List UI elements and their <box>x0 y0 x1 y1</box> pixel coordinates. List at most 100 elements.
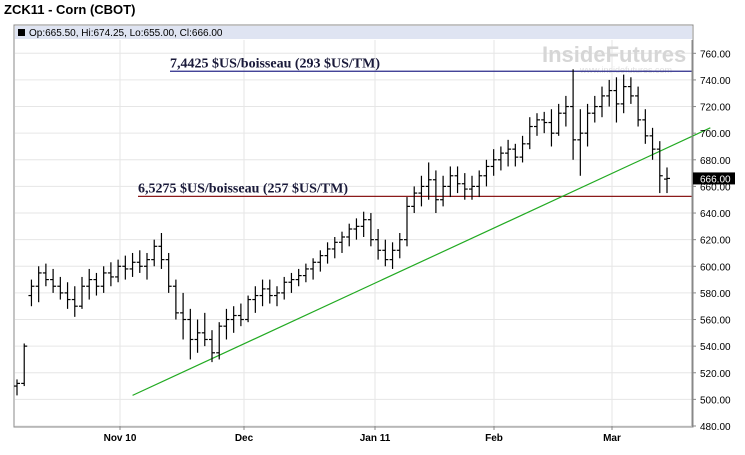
ohlc-bar <box>93 272 100 296</box>
ohlc-bar <box>389 242 396 269</box>
ohlc-bar <box>57 276 64 300</box>
ohlc-bar <box>259 279 266 307</box>
ohlc-bar <box>411 186 418 214</box>
ohlc-bar <box>353 218 360 240</box>
y-tick-label: 580.00 <box>700 289 731 300</box>
ohlc-bar <box>606 79 613 107</box>
ohlc-bar <box>79 276 85 309</box>
x-tick-label: Feb <box>485 433 503 444</box>
ohlc-bar <box>541 111 548 134</box>
ohlc-bar <box>194 319 201 353</box>
plot-frame <box>13 24 694 428</box>
ohlc-bar <box>599 86 605 118</box>
y-tick-label: 560.00 <box>700 316 731 327</box>
ohlc-bar <box>469 175 475 200</box>
y-tick-label: 520.00 <box>700 369 731 380</box>
ohlc-bar <box>339 231 345 253</box>
x-tick-label: Mar <box>603 433 621 444</box>
ohlc-bar <box>447 166 454 198</box>
ohlc-bar <box>21 343 28 387</box>
ohlc-bar <box>310 258 317 280</box>
ohlc-bar <box>129 252 136 277</box>
y-tick-label: 480.00 <box>700 422 731 433</box>
y-tick-label: 640.00 <box>700 209 731 220</box>
ohlc-bar <box>64 282 71 309</box>
level-label: 6,5275 $US/boisseau (257 $US/TM) <box>138 181 348 196</box>
level-label: 7,4425 $US/boisseau (293 $US/TM) <box>170 56 380 71</box>
ohlc-bar <box>440 175 447 207</box>
ohlc-bar <box>360 211 367 237</box>
ohlc-bar <box>180 292 187 340</box>
y-tick-label: 680.00 <box>700 156 731 167</box>
ohlc-bar <box>237 303 244 327</box>
ohlc-bar <box>613 77 620 123</box>
grid <box>15 40 692 427</box>
ohlc-bar <box>295 268 302 287</box>
ohlc-bar <box>252 286 259 313</box>
ohlc-bar <box>115 259 122 283</box>
ohlc-bar <box>281 276 288 300</box>
ohlc-bar <box>382 239 389 267</box>
ohlc-bar <box>591 95 598 123</box>
ohlc-bar <box>432 170 439 214</box>
ohlc-bar <box>490 149 497 176</box>
ohlc-bar <box>555 103 562 136</box>
trendline-support <box>132 127 711 396</box>
ohlc-bar <box>505 139 512 167</box>
ohlc-bar <box>577 109 584 176</box>
ohlc-bar <box>158 233 165 269</box>
watermark-url: www.insidefutures.com <box>579 65 672 75</box>
ohlc-bar <box>620 74 627 114</box>
ohlc-bar <box>375 229 382 260</box>
ohlc-bar <box>144 252 150 280</box>
ohlc-bar <box>425 162 432 200</box>
ohlc-bar <box>50 268 57 293</box>
ohlc-bar <box>245 295 252 323</box>
x-tick-label: Dec <box>235 433 254 444</box>
ohlc-bar <box>42 263 49 287</box>
ohlc-bar <box>635 86 642 127</box>
ohlc-bar <box>288 272 295 293</box>
y-tick-label: 600.00 <box>700 262 731 273</box>
ohlc-bar <box>367 213 374 247</box>
watermark-logo: InsideFutures <box>542 42 686 67</box>
y-axis: 480.00 500.00 520.00 540.00 560.00 580.00 600.… <box>691 40 731 433</box>
ohlc-bar <box>454 166 461 194</box>
ohlc-bar <box>562 95 569 127</box>
y-tick-label: 760.00 <box>700 49 731 60</box>
chart-title: ZCK11 - Corn (CBOT) <box>4 2 136 17</box>
ohlc-bar <box>230 306 237 333</box>
last-price-label: 666.00 <box>700 174 731 185</box>
ohlc-bar <box>404 197 410 247</box>
y-tick-label: 660.00 <box>700 182 731 193</box>
x-tick-label: Jan 11 <box>360 433 391 444</box>
y-tick-label: 540.00 <box>700 342 731 353</box>
ohlc-bar <box>331 236 338 259</box>
ohlc-bar <box>302 263 309 283</box>
y-tick-label: 720.00 <box>700 103 731 114</box>
ohlc-bar <box>151 239 158 267</box>
ohlc-bar <box>570 69 577 160</box>
ohlc-bar <box>35 266 42 303</box>
ohlc-bar <box>223 308 230 340</box>
ohlc-bar <box>649 127 656 160</box>
ohlc-bar <box>512 143 519 167</box>
ohlc-bar <box>483 159 490 187</box>
ohlc-bar <box>28 279 35 307</box>
ohlc-bar <box>216 322 223 360</box>
ohlc-legend: Op:665.50, Hi:674.25, Lo:655.00, Cl:666.… <box>29 28 223 39</box>
ohlc-bar <box>187 308 194 360</box>
last-price-marker: 666.00 <box>693 172 735 185</box>
y-tick-label: 740.00 <box>700 76 731 87</box>
ohlc-bar <box>107 262 114 287</box>
ohlc-bar <box>642 109 649 144</box>
legend-square-icon <box>18 29 25 36</box>
x-axis: Nov 10 Dec Jan 11 Feb Mar <box>104 426 621 444</box>
trendline <box>132 127 711 396</box>
ohlc-bar <box>209 330 215 363</box>
ohlc-bar <box>266 279 273 304</box>
watermark: InsideFutures www.insidefutures.com <box>542 42 686 75</box>
x-tick-label: Nov 10 <box>104 433 137 444</box>
y-tick-label: 620.00 <box>700 236 731 247</box>
